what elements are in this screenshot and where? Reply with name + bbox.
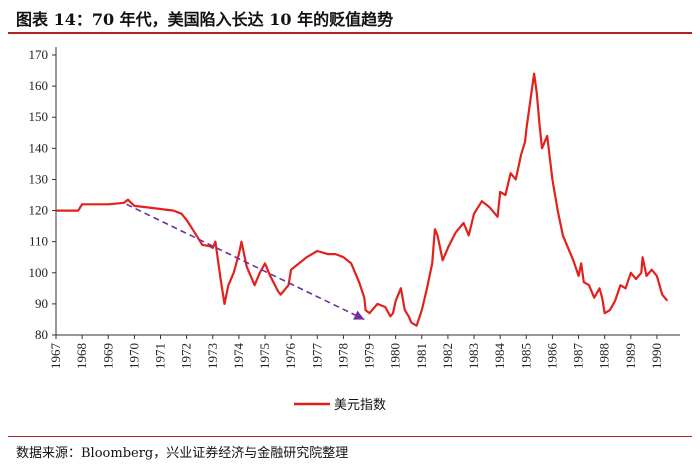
x-tick-label: 1968 (74, 343, 89, 369)
x-tick-label: 1980 (388, 343, 403, 369)
line-chart: 80 90 100 110 120 130 140 150 160 170 1967 1968 1969… (29, 47, 680, 413)
trend-arrow-head (353, 310, 365, 320)
chart-series (56, 72, 669, 327)
x-tick-label: 1990 (649, 343, 664, 369)
y-tick-label: 120 (29, 203, 49, 218)
chart-title: 图表 14：70 年代，美国陷入长达 10 年的贬值趋势 (16, 10, 394, 29)
y-tick-label: 130 (29, 171, 49, 186)
x-tick-label: 1978 (335, 343, 350, 369)
series-line-usd-index (56, 72, 669, 327)
chart-legend: 美元指数 (294, 398, 386, 413)
x-tick-label: 1985 (518, 343, 533, 369)
y-tick-label: 90 (35, 296, 48, 311)
x-tick-label: 1979 (362, 343, 377, 369)
x-tick-label: 1976 (283, 343, 298, 370)
x-tick-label: 1982 (440, 343, 455, 369)
y-tick-label: 80 (35, 327, 48, 342)
x-tick-label: 1977 (309, 343, 324, 370)
y-tick-label: 170 (29, 47, 49, 62)
y-tick-label: 100 (29, 265, 49, 280)
chart-annotations (126, 203, 365, 321)
y-tick-label: 110 (29, 234, 48, 249)
x-tick-label: 1970 (126, 343, 141, 369)
x-tick-label: 1973 (205, 343, 220, 369)
y-tick-label: 150 (29, 109, 49, 124)
x-tick-label: 1967 (48, 343, 63, 370)
x-tick-label: 1983 (466, 343, 481, 369)
title-divider (8, 32, 692, 34)
x-tick-label: 1969 (100, 343, 115, 369)
x-tick-label: 1987 (571, 343, 586, 370)
x-tick-label: 1971 (153, 343, 168, 369)
x-tick-label: 1986 (544, 343, 559, 370)
trend-arrow-line (126, 203, 365, 321)
x-tick-label: 1988 (597, 343, 612, 369)
source-note: 数据来源：Bloomberg，兴业证券经济与金融研究院整理 (16, 446, 349, 461)
x-tick-label: 1989 (623, 343, 638, 369)
chart-axes: 80 90 100 110 120 130 140 150 160 170 1967 1968 1969… (29, 47, 680, 370)
x-tick-label: 1972 (179, 343, 194, 369)
legend-label: 美元指数 (334, 398, 386, 413)
x-tick-label: 1981 (414, 343, 429, 369)
y-tick-label: 160 (29, 78, 49, 93)
source-divider (8, 436, 692, 437)
x-tick-label: 1975 (257, 343, 272, 369)
x-tick-label: 1984 (492, 343, 507, 370)
x-tick-label: 1974 (231, 343, 246, 370)
y-tick-label: 140 (29, 140, 49, 155)
